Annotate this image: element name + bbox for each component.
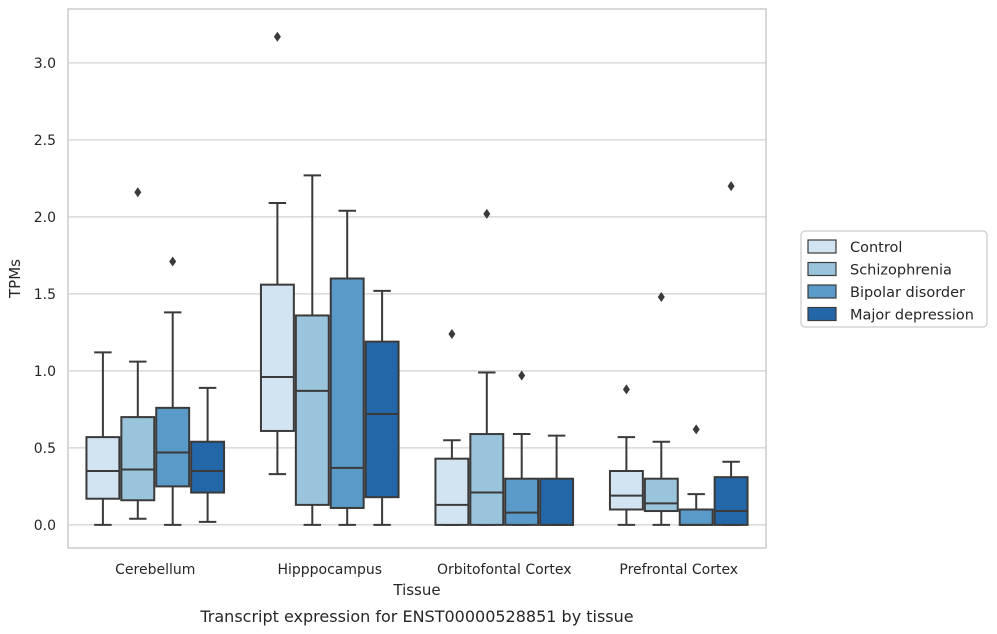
y-axis-ticks: 0.0 0.5 1.0 1.5 2.0 2.5 3.0 xyxy=(34,56,56,534)
x-tick-label: Hipppocampus xyxy=(277,562,382,578)
y-tick-label: 2.0 xyxy=(34,210,56,226)
box xyxy=(434,328,470,526)
box xyxy=(294,174,330,526)
legend-swatch xyxy=(807,306,837,322)
outlier-point xyxy=(448,328,456,339)
series-schizophrenia xyxy=(120,174,679,526)
y-tick-label: 3.0 xyxy=(34,56,56,72)
legend-label: Control xyxy=(850,240,902,256)
y-tick-label: 2.5 xyxy=(34,133,56,149)
x-tick-label: Orbitofontal Cortex xyxy=(437,562,572,578)
outlier-point xyxy=(134,187,142,198)
legend-item: Control xyxy=(807,239,902,256)
box-body xyxy=(364,340,400,499)
outlier-point xyxy=(622,384,630,395)
box-body xyxy=(294,314,330,506)
box xyxy=(678,424,714,526)
outlier-point xyxy=(518,370,526,381)
x-axis-ticks: Cerebellum Hipppocampus Orbitofontal Corte… xyxy=(115,562,738,578)
legend-label: Schizophrenia xyxy=(850,263,952,279)
box xyxy=(469,208,505,526)
box xyxy=(539,434,575,526)
box xyxy=(259,31,295,476)
legend-frame xyxy=(800,230,988,328)
outlier-point xyxy=(692,424,700,435)
box-body xyxy=(469,433,505,526)
box-body xyxy=(259,283,295,432)
box-body xyxy=(608,470,644,511)
box xyxy=(120,187,156,520)
legend-swatch xyxy=(807,284,837,299)
x-tick-label: Cerebellum xyxy=(115,562,195,578)
x-axis-label: Tissue xyxy=(392,581,440,599)
outlier-point xyxy=(273,31,281,42)
box-body xyxy=(434,457,470,526)
series-bipolar-disorder xyxy=(155,209,714,526)
outlier-point xyxy=(657,291,665,302)
legend-label: Bipolar disorder xyxy=(850,285,965,301)
chart-caption: Transcript expression for ENST0000052885… xyxy=(199,607,633,626)
y-tick-label: 1.0 xyxy=(34,364,56,380)
x-tick-label: Prefrontal Cortex xyxy=(619,562,738,578)
plot-frame xyxy=(67,8,767,549)
legend: Control Schizophrenia Bipolar disorder Majo… xyxy=(800,230,988,328)
y-tick-label: 0.5 xyxy=(34,441,56,457)
box xyxy=(155,256,191,526)
box xyxy=(713,181,749,526)
box-body xyxy=(539,477,575,526)
legend-item: Major depression xyxy=(807,306,974,324)
box-body xyxy=(190,440,226,494)
box-body xyxy=(120,416,156,502)
box xyxy=(504,370,540,526)
legend-label: Major depression xyxy=(850,308,974,324)
y-tick-label: 1.5 xyxy=(34,287,56,303)
box-body xyxy=(643,477,679,513)
legend-swatch xyxy=(807,239,837,254)
box xyxy=(364,289,400,526)
series-control xyxy=(85,31,644,526)
y-axis-label: TPMs xyxy=(6,259,24,299)
outlier-point xyxy=(483,208,491,219)
legend-item: Schizophrenia xyxy=(807,261,952,279)
series-major-depression xyxy=(190,181,749,526)
box xyxy=(329,209,365,526)
box xyxy=(608,384,644,526)
legend-item: Bipolar disorder xyxy=(807,284,965,301)
box-body xyxy=(504,477,540,526)
box xyxy=(190,386,226,523)
box xyxy=(85,351,121,526)
legend-swatch xyxy=(807,261,837,277)
outlier-point xyxy=(727,181,735,192)
box-body xyxy=(713,476,749,526)
box-body xyxy=(329,277,365,509)
y-tick-label: 0.0 xyxy=(34,518,56,534)
box-plot-series xyxy=(85,31,749,526)
box xyxy=(643,291,679,526)
outlier-point xyxy=(169,256,177,267)
box-body xyxy=(678,508,714,526)
box-body xyxy=(85,436,121,500)
box-body xyxy=(155,406,191,488)
